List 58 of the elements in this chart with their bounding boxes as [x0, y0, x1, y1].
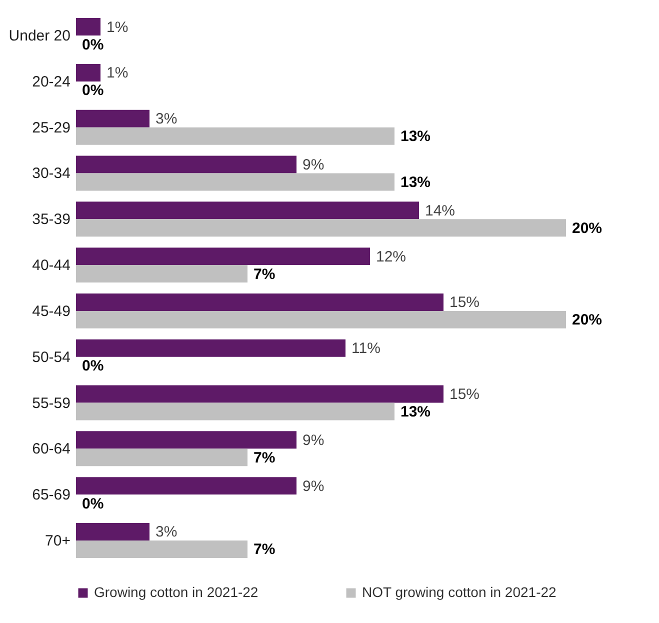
- bar: [76, 402, 394, 420]
- y-tick-label: 30-34: [32, 165, 70, 182]
- bar: [76, 64, 100, 82]
- y-tick-label: 70+: [45, 532, 71, 550]
- data-label: 20%: [572, 220, 602, 237]
- data-label: 0%: [82, 495, 104, 512]
- bar: [76, 293, 444, 311]
- data-label: 0%: [82, 358, 104, 375]
- data-label: 13%: [400, 403, 431, 420]
- y-tick-label: 55-59: [32, 394, 70, 412]
- y-tick-label: 60-64: [32, 440, 70, 458]
- bar: [76, 265, 248, 283]
- legend-label: Growing cotton in 2021-22: [94, 584, 258, 600]
- data-label: 9%: [302, 156, 324, 174]
- bar: [76, 173, 394, 191]
- data-label: 0%: [82, 82, 104, 100]
- data-label: 0%: [82, 36, 104, 54]
- bar: [76, 156, 296, 174]
- legend-label: NOT growing cotton in 2021-22: [362, 584, 557, 600]
- data-label: 14%: [425, 202, 456, 220]
- data-label: 9%: [302, 432, 324, 449]
- bar: [76, 431, 296, 449]
- y-tick-label: 45-49: [32, 302, 70, 320]
- y-tick-label: Under 20: [8, 28, 70, 45]
- bar: [76, 339, 346, 357]
- data-label: 1%: [106, 18, 128, 36]
- data-label: 7%: [254, 266, 276, 283]
- data-label: 11%: [352, 340, 380, 358]
- bar: [76, 202, 419, 220]
- y-tick-label: 50-54: [32, 348, 70, 366]
- data-label: 13%: [400, 174, 431, 191]
- data-label: 7%: [254, 449, 276, 466]
- bar: [76, 18, 100, 36]
- bar: [76, 110, 150, 128]
- data-label: 7%: [254, 541, 276, 558]
- bar: [76, 448, 248, 466]
- bar: [76, 248, 370, 266]
- data-label: 12%: [376, 248, 406, 266]
- data-label: 1%: [106, 64, 128, 82]
- bar: [76, 385, 444, 403]
- data-label: 3%: [156, 110, 178, 128]
- bar: [76, 522, 150, 540]
- y-tick-label: 20-24: [32, 73, 70, 90]
- bar: [76, 310, 566, 328]
- data-label: 9%: [302, 478, 324, 495]
- y-tick-label: 65-69: [32, 486, 70, 504]
- y-tick-label: 25-29: [32, 119, 70, 136]
- bar: [76, 127, 394, 145]
- data-label: 13%: [400, 128, 431, 146]
- y-tick-label: 40-44: [32, 257, 70, 274]
- bar: [76, 219, 566, 237]
- data-label: 15%: [450, 294, 480, 312]
- bar: [76, 477, 296, 495]
- bar: [76, 540, 248, 558]
- data-label: 3%: [156, 524, 178, 541]
- y-tick-label: 35-39: [32, 211, 70, 228]
- data-label: 15%: [450, 386, 480, 404]
- data-label: 20%: [572, 312, 602, 329]
